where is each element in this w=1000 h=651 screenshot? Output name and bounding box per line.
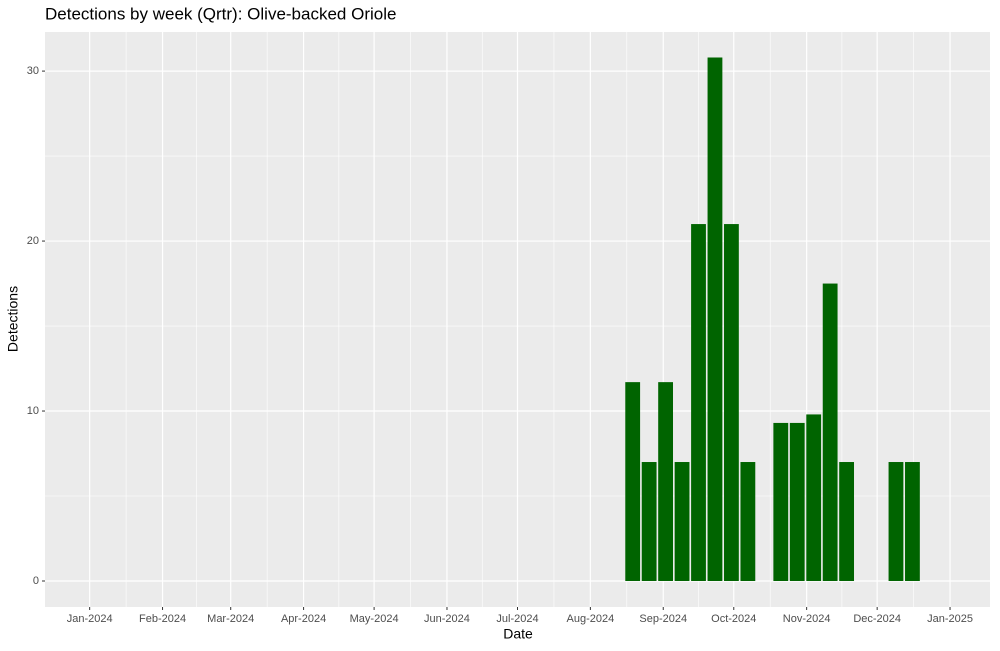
x-tick-label: Oct-2024: [711, 613, 756, 625]
x-axis-label: Date: [503, 626, 533, 642]
bar: [641, 462, 657, 581]
y-tick-label: 10: [27, 405, 39, 417]
bar: [674, 462, 690, 581]
x-tick-label: Dec-2024: [853, 613, 901, 625]
chart-title: Detections by week (Qrtr): Olive-backed …: [45, 4, 396, 23]
bar: [905, 462, 920, 581]
bar: [773, 422, 789, 581]
y-tick-label: 20: [27, 235, 39, 247]
x-tick-label: Aug-2024: [567, 613, 615, 625]
bar: [658, 382, 674, 581]
bar: [707, 57, 723, 581]
bar: [724, 224, 739, 581]
bar: [806, 414, 822, 581]
x-tick-label: Jun-2024: [424, 613, 470, 625]
bar: [740, 462, 756, 581]
x-tick-label: Nov-2024: [783, 613, 831, 625]
bar: [888, 462, 904, 581]
x-tick-label: Mar-2024: [207, 613, 254, 625]
bar: [822, 283, 838, 581]
x-tick-label: Feb-2024: [139, 613, 186, 625]
x-tick-label: May-2024: [350, 613, 399, 625]
y-tick-label: 30: [27, 65, 39, 77]
bar: [625, 382, 641, 581]
bar: [789, 422, 805, 581]
x-tick-label: Jan-2024: [67, 613, 113, 625]
x-tick-label: Apr-2024: [281, 613, 326, 625]
y-tick-label: 0: [33, 575, 39, 587]
bar: [691, 224, 706, 581]
x-tick-label: Jan-2025: [927, 613, 973, 625]
y-axis-label: Detections: [5, 286, 21, 352]
x-tick-label: Sep-2024: [639, 613, 687, 625]
bar: [839, 462, 855, 581]
x-tick-label: Jul-2024: [496, 613, 538, 625]
